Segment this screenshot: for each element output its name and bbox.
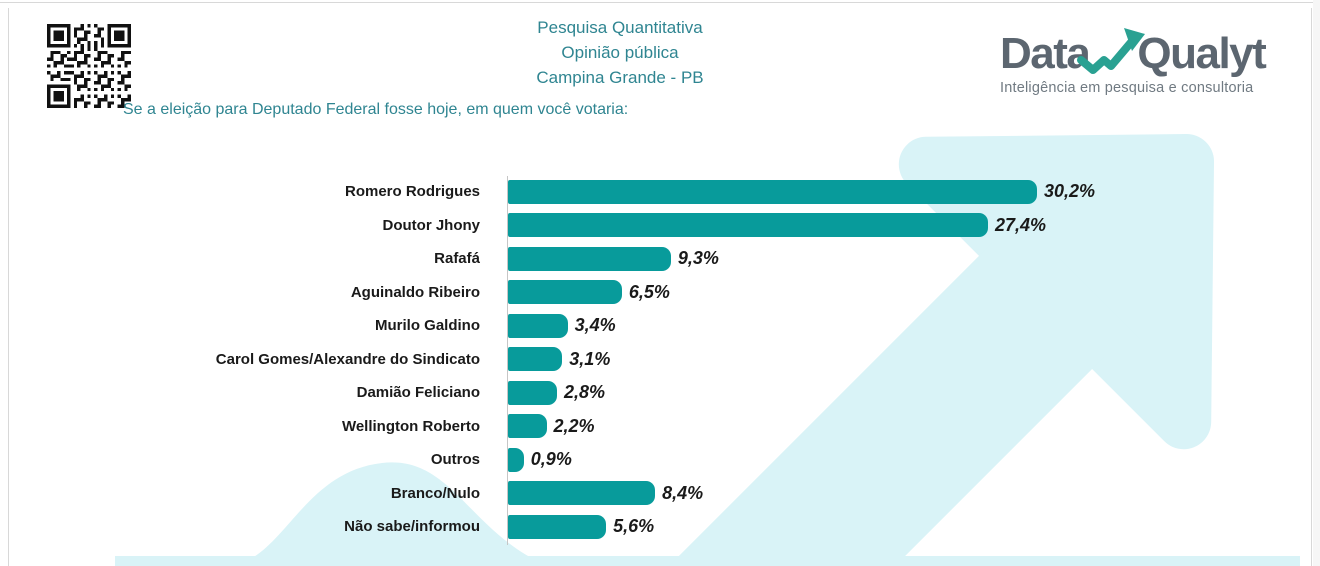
logo-tagline: Inteligência em pesquisa e consultoria bbox=[1000, 80, 1254, 96]
axis-baseline bbox=[507, 176, 508, 545]
category-label: Outros bbox=[430, 451, 480, 469]
page-gutter-right bbox=[1313, 0, 1320, 566]
bar-row: Branco/Nulo 8,4% bbox=[60, 477, 1095, 511]
bar-row: Outros 0,9% bbox=[60, 443, 1095, 477]
bar bbox=[508, 179, 1037, 204]
bar-row: Rafafá 9,3% bbox=[60, 242, 1095, 276]
value-label: 3,1% bbox=[569, 348, 611, 369]
value-label: 6,5% bbox=[628, 281, 670, 302]
category-label: Aguinaldo Ribeiro bbox=[350, 283, 480, 301]
bar-chart: Romero Rodrigues 30,2% Doutor Jhony 27,4% Ra… bbox=[60, 175, 1095, 544]
bar bbox=[508, 313, 568, 338]
bar bbox=[508, 447, 524, 472]
chart-question: Se a eleição para Deputado Federal fosse… bbox=[123, 101, 629, 118]
bar bbox=[508, 347, 563, 372]
title-line-3: Campina Grande - PB bbox=[536, 68, 704, 87]
bar-wrap: 30,2% bbox=[508, 179, 1096, 204]
category-label: Carol Gomes/Alexandre do Sindicato bbox=[215, 350, 480, 368]
bar bbox=[508, 481, 656, 506]
title-line-2: Opinião pública bbox=[561, 43, 679, 62]
value-label: 2,2% bbox=[553, 415, 595, 436]
title-line-1: Pesquisa Quantitativa bbox=[537, 18, 703, 37]
bar-row: Aguinaldo Ribeiro 6,5% bbox=[60, 276, 1095, 310]
dataqualyt-logo: Data Qualyt Inteligência em pesquisa e c… bbox=[1000, 22, 1280, 96]
bar-row: Wellington Roberto 2,2% bbox=[60, 410, 1095, 444]
page-border-right bbox=[1311, 8, 1312, 566]
bar-row: Doutor Jhony 27,4% bbox=[60, 209, 1095, 243]
category-label: Doutor Jhony bbox=[382, 216, 481, 234]
bar bbox=[508, 246, 671, 271]
bar-wrap: 3,1% bbox=[508, 347, 611, 372]
value-label: 0,9% bbox=[530, 449, 572, 470]
category-label: Rafafá bbox=[434, 250, 480, 268]
bar bbox=[508, 213, 988, 238]
bar-wrap: 6,5% bbox=[508, 280, 670, 305]
bar-wrap: 27,4% bbox=[508, 213, 1047, 238]
bar-wrap: 9,3% bbox=[508, 246, 719, 271]
category-label: Não sabe/informou bbox=[344, 518, 480, 536]
logo-text-qualyt: Qualyt bbox=[1137, 29, 1266, 78]
bar bbox=[508, 280, 622, 305]
value-label: 30,2% bbox=[1044, 181, 1096, 202]
value-label: 5,6% bbox=[613, 516, 655, 537]
bar bbox=[508, 380, 557, 405]
value-label: 8,4% bbox=[662, 482, 704, 503]
bar-wrap: 0,9% bbox=[508, 447, 572, 472]
bar-row: Carol Gomes/Alexandre do Sindicato 3,1% bbox=[60, 343, 1095, 377]
bar-row: Romero Rodrigues 30,2% bbox=[60, 175, 1095, 209]
value-label: 2,8% bbox=[564, 382, 606, 403]
bar-wrap: 2,8% bbox=[508, 380, 606, 405]
logo-text-data: Data bbox=[1000, 29, 1091, 78]
logo-wordmark: Data Qualyt bbox=[1000, 22, 1280, 76]
page-border-top bbox=[0, 2, 1320, 3]
category-label: Romero Rodrigues bbox=[344, 183, 480, 201]
survey-title: Pesquisa Quantitativa Opinião pública Ca… bbox=[430, 15, 810, 90]
bar bbox=[508, 514, 607, 539]
value-label: 3,4% bbox=[574, 315, 616, 336]
category-label: Wellington Roberto bbox=[341, 417, 480, 435]
bar-row: Damião Feliciano 2,8% bbox=[60, 376, 1095, 410]
bar bbox=[508, 414, 547, 439]
bar-wrap: 5,6% bbox=[508, 514, 655, 539]
bar-wrap: 3,4% bbox=[508, 313, 616, 338]
category-label: Damião Feliciano bbox=[356, 384, 480, 402]
qr-code-icon bbox=[47, 24, 131, 108]
page-border-left bbox=[8, 8, 9, 566]
value-label: 9,3% bbox=[677, 248, 719, 269]
trend-arrow-icon bbox=[1077, 28, 1146, 74]
bar-wrap: 8,4% bbox=[508, 481, 704, 506]
category-label: Branco/Nulo bbox=[390, 484, 480, 502]
bar-row: Não sabe/informou 5,6% bbox=[60, 510, 1095, 544]
category-label: Murilo Galdino bbox=[375, 317, 480, 335]
bar-row: Murilo Galdino 3,4% bbox=[60, 309, 1095, 343]
value-label: 27,4% bbox=[995, 214, 1047, 235]
bar-wrap: 2,2% bbox=[508, 414, 595, 439]
